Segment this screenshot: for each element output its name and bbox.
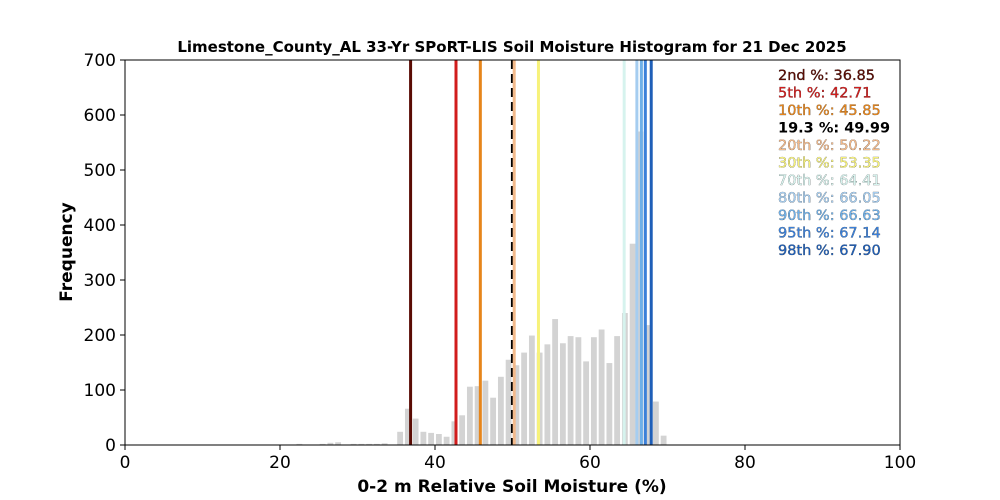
y-tick-label: 200 [84, 326, 116, 346]
histogram-bar [567, 336, 574, 445]
percentile-label: 20th %: 50.22 [778, 138, 881, 154]
percentile-label: 80th %: 66.05 [778, 191, 881, 207]
percentile-label: 5th %: 42.71 [778, 86, 872, 102]
x-tick-label: 60 [579, 453, 601, 473]
percentile-label: 2nd %: 36.85 [778, 68, 875, 84]
histogram-bar [327, 442, 334, 445]
histogram-bar [466, 386, 473, 445]
x-tick-label: 20 [269, 453, 291, 473]
histogram-bar [366, 443, 373, 445]
histogram-bar [296, 443, 303, 445]
y-tick-label: 100 [84, 381, 116, 401]
histogram-bar [350, 443, 357, 445]
percentile-label: 98th %: 67.90 [778, 243, 881, 259]
percentile-label: 95th %: 67.14 [778, 226, 881, 242]
y-tick-label: 500 [84, 161, 116, 181]
histogram-bar [528, 335, 535, 445]
histogram-bar [474, 386, 481, 445]
percentile-label: 30th %: 53.35 [778, 156, 881, 172]
histogram-bar [459, 415, 466, 445]
histogram-bar [335, 442, 342, 445]
y-tick-label: 0 [105, 436, 116, 456]
histogram-bar [645, 325, 652, 445]
histogram-bar [629, 243, 636, 445]
histogram-bar [652, 401, 659, 445]
x-tick-label: 0 [120, 453, 131, 473]
histogram-bar [575, 337, 582, 445]
histogram-bar [451, 421, 458, 445]
x-axis-label: 0-2 m Relative Soil Moisture (%) [357, 477, 666, 497]
histogram-bar [590, 337, 597, 445]
chart-title: Limestone_County_AL 33-Yr SPoRT-LIS Soil… [177, 38, 846, 56]
histogram-bar [497, 376, 504, 445]
histogram-bar [583, 361, 590, 445]
y-tick-label: 600 [84, 106, 116, 126]
y-axis-ticks: 0 100 200 300 400 500 600 700 [84, 51, 125, 456]
y-tick-label: 400 [84, 216, 116, 236]
histogram-bar [521, 352, 528, 445]
histogram-bar [614, 336, 621, 445]
histogram-bar [319, 443, 326, 445]
histogram-bar [513, 365, 520, 445]
x-axis-ticks: 0 20 40 60 80 100 [120, 445, 916, 473]
percentile-lines [409, 60, 653, 445]
histogram-bar [443, 436, 450, 445]
histogram-bar [505, 359, 512, 445]
histogram-bar [404, 408, 411, 445]
percentile-label: 70th %: 64.41 [778, 173, 881, 189]
histogram-bar [428, 432, 435, 445]
y-tick-label: 300 [84, 271, 116, 291]
histogram-bar [482, 380, 489, 445]
histogram-bar [559, 343, 566, 445]
histogram-bar [412, 418, 419, 445]
histogram-bar [381, 443, 388, 445]
histogram-bar [598, 329, 605, 445]
histogram-bar [420, 431, 427, 445]
histogram-bar [435, 434, 442, 445]
percentile-label: 19.3 %: 49.99 [778, 121, 890, 137]
y-tick-label: 700 [84, 51, 116, 71]
histogram-bar [373, 443, 380, 445]
histogram-bar [660, 435, 667, 445]
histogram-bar [490, 397, 497, 445]
percentile-label: 10th %: 45.85 [778, 103, 881, 119]
histogram-bar [552, 319, 559, 445]
histogram-bar [544, 344, 551, 445]
histogram-bar [397, 431, 404, 445]
histogram-bar [358, 443, 365, 445]
y-axis-label: Frequency [57, 202, 77, 302]
x-tick-label: 100 [884, 453, 916, 473]
x-tick-label: 40 [424, 453, 446, 473]
plot-area-frame [124, 59, 901, 446]
histogram-bar [606, 363, 613, 445]
percentile-label: 90th %: 66.63 [778, 208, 881, 224]
x-tick-label: 80 [734, 453, 756, 473]
